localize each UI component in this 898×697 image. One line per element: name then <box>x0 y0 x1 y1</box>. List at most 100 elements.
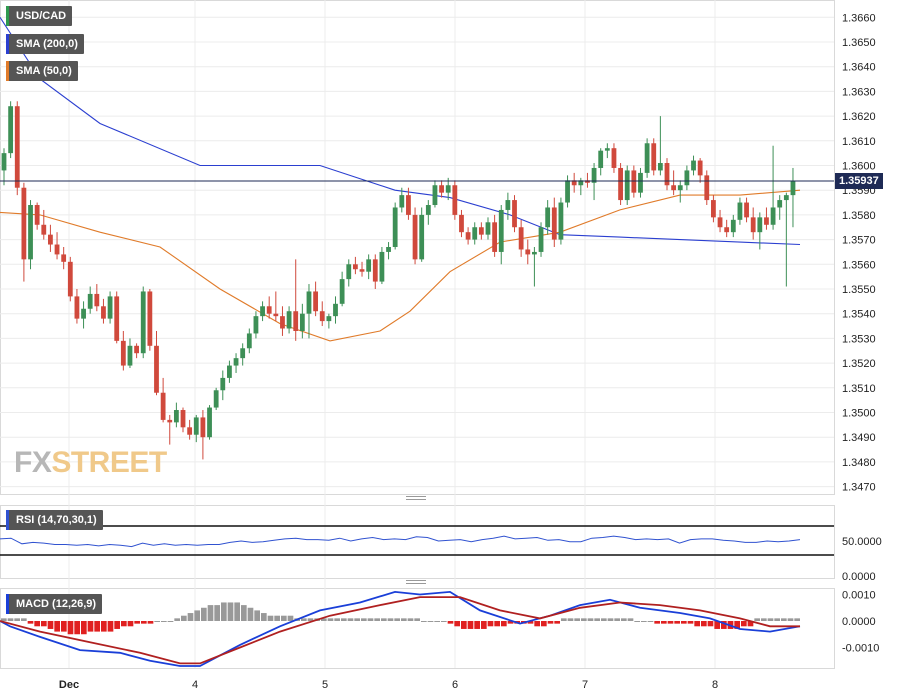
candle-body <box>87 293 93 309</box>
macd-histogram-bar <box>434 621 440 622</box>
macd-pane-resize-handle[interactable] <box>406 580 426 586</box>
macd-histogram-bar <box>487 621 494 627</box>
candle-body <box>107 296 113 319</box>
macd-histogram-bar <box>701 621 707 627</box>
macd-histogram-bar <box>227 602 234 621</box>
macd-histogram-bar <box>354 618 360 621</box>
fxstreet-logo: FXSTREET <box>14 446 167 480</box>
macd-legend[interactable]: MACD (12,26,9) <box>6 594 103 614</box>
macd-histogram-bar <box>374 618 380 621</box>
candle-body <box>227 365 232 378</box>
price-tick-label: 1.3610 <box>842 136 876 148</box>
time-tick-label: Dec <box>59 679 79 691</box>
macd-histogram-bar <box>627 618 634 621</box>
candle-body <box>505 200 511 210</box>
candle-body <box>452 185 458 215</box>
macd-histogram-bar <box>274 615 280 621</box>
macd-histogram-bar <box>661 621 667 624</box>
candle-body <box>147 291 153 346</box>
macd-histogram-bar <box>681 621 687 624</box>
candle-body <box>34 205 40 225</box>
candle-body <box>704 175 710 201</box>
candle-body <box>21 187 27 260</box>
macd-histogram-bar <box>401 618 407 621</box>
candle-body <box>485 222 491 235</box>
candle-body <box>140 291 146 354</box>
candle-body <box>591 167 597 183</box>
candle-body <box>671 185 677 191</box>
sma50-line <box>0 189 801 342</box>
macd-histogram-bar <box>107 621 114 632</box>
symbol-label: USD/CAD <box>16 10 67 22</box>
macd-histogram-bar <box>574 618 580 621</box>
macd-histogram-bar <box>114 621 120 629</box>
price-tick-label: 1.3540 <box>842 309 876 321</box>
candle-body <box>299 313 305 331</box>
candle-body <box>730 219 736 233</box>
sma200-swatch <box>6 34 9 54</box>
price-tick-label: 1.3630 <box>842 86 876 98</box>
candle-body <box>61 254 67 262</box>
candle-body <box>459 214 464 233</box>
candle-body <box>74 296 80 319</box>
candle-body <box>724 227 730 233</box>
macd-histogram-bar <box>441 621 447 622</box>
macd-histogram-bar <box>767 618 774 621</box>
candle-body <box>379 251 385 282</box>
macd-tick-label: 0.0000 <box>842 616 876 628</box>
candle-body <box>54 244 60 255</box>
macd-histogram-bar <box>181 615 187 621</box>
macd-histogram-bar <box>387 618 394 621</box>
candle-body <box>14 106 20 188</box>
candle-body <box>472 227 478 240</box>
candle-body <box>512 200 517 228</box>
candle-body <box>101 306 106 319</box>
macd-line <box>0 590 801 667</box>
candle-body <box>445 185 451 193</box>
candle-body <box>419 214 425 260</box>
candle-body <box>545 207 551 228</box>
macd-histogram-bar <box>341 618 347 621</box>
macd-histogram-bar <box>601 618 607 621</box>
candle-body <box>48 234 53 245</box>
macd-histogram-bar <box>787 618 794 621</box>
candle-body <box>213 390 219 408</box>
price-tick-label: 1.3510 <box>842 383 876 395</box>
macd-histogram-bar <box>214 605 220 621</box>
sma200-legend[interactable]: SMA (200,0) <box>6 34 84 54</box>
macd-histogram-bar <box>587 618 594 621</box>
macd-histogram-bar <box>221 602 227 621</box>
candle-body <box>240 348 246 359</box>
current-price-tag: 1.35937 <box>835 173 883 190</box>
sma50-swatch <box>6 61 9 81</box>
rsi-legend[interactable]: RSI (14,70,30,1) <box>6 510 103 530</box>
time-tick-label: 4 <box>192 679 198 691</box>
rsi-line <box>0 535 801 548</box>
price-tick-label: 1.3660 <box>842 12 876 24</box>
candle-body <box>193 417 199 435</box>
rsi-pane-resize-handle[interactable] <box>406 496 426 502</box>
macd-histogram-bar <box>254 610 260 621</box>
macd-histogram-bar <box>407 618 414 621</box>
candle-body <box>180 410 186 428</box>
candle-body <box>352 264 358 270</box>
macd-histogram-bar <box>141 621 147 624</box>
macd-histogram-bar <box>167 621 174 622</box>
macd-histogram-bar <box>334 618 340 621</box>
macd-histogram-bar <box>1 618 7 621</box>
candle-body <box>770 207 776 225</box>
macd-histogram-bar <box>34 621 40 627</box>
candle-body <box>558 202 564 240</box>
sma50-legend[interactable]: SMA (50,0) <box>6 61 78 81</box>
macd-histogram-bar <box>447 621 454 624</box>
price-tick-label: 1.3580 <box>842 210 876 222</box>
macd-signal-line <box>0 596 800 665</box>
macd-histogram-bar <box>594 618 600 621</box>
candle-body <box>260 306 265 317</box>
sma200-line <box>0 17 801 246</box>
candle-body <box>293 311 299 331</box>
symbol-legend[interactable]: USD/CAD <box>6 6 73 26</box>
macd-histogram-bar <box>667 621 674 624</box>
candle-body <box>750 217 756 233</box>
